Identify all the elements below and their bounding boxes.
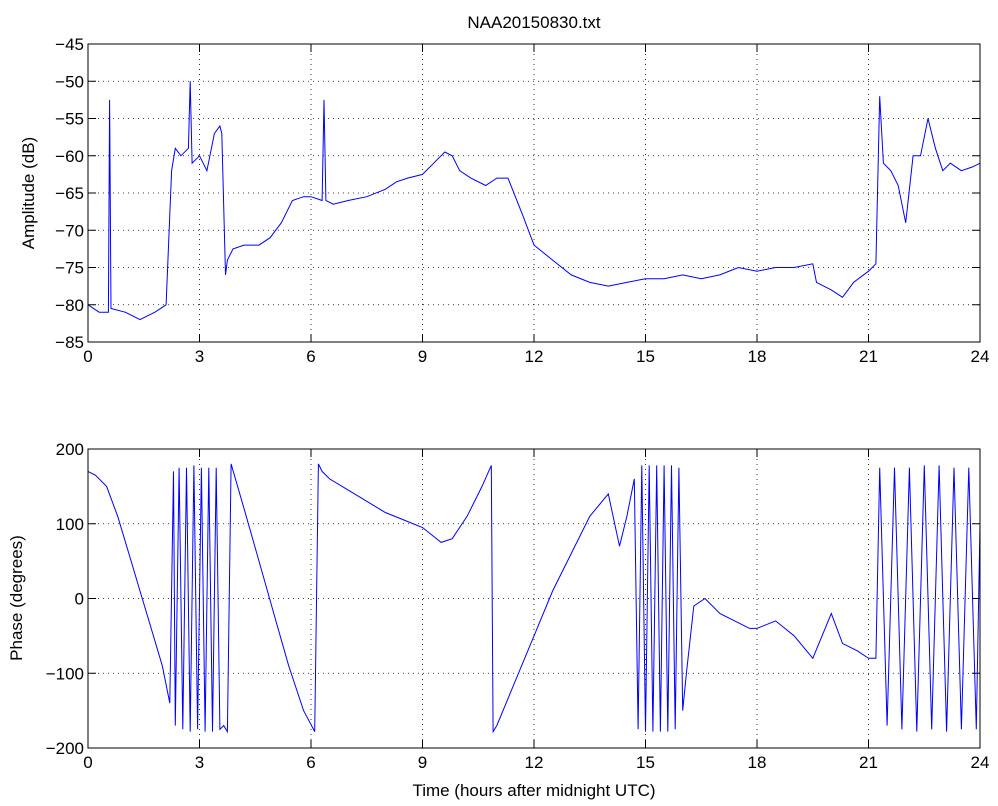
amplitude-ytick-label: −60 xyxy=(55,147,84,166)
phase-xtick-label: 3 xyxy=(195,753,204,772)
phase-series-line xyxy=(87,463,981,734)
amplitude-series-line xyxy=(87,81,981,321)
amplitude-ytick-label: −70 xyxy=(55,221,84,240)
phase-marks xyxy=(87,463,981,734)
amplitude-panel: 0 3 6 9 12 15 18 21 24 −85 −80 −75 −70 −65 −60 −55 −50 −4… xyxy=(19,13,989,366)
phase-xtick-label: 0 xyxy=(83,753,92,772)
amplitude-xtick-label: 3 xyxy=(195,347,204,366)
amplitude-ylabel: Amplitude (dB) xyxy=(19,137,38,249)
phase-xtick-label: 15 xyxy=(636,753,655,772)
phase-ytick-label: −100 xyxy=(46,664,84,683)
phase-xtick-label: 12 xyxy=(525,753,544,772)
phase-xtick-label: 24 xyxy=(971,753,990,772)
amplitude-xtick-label: 12 xyxy=(525,347,544,366)
phase-ytick-label: 100 xyxy=(56,515,84,534)
phase-ylabel: Phase (degrees) xyxy=(7,535,26,661)
phase-ytick-label: −200 xyxy=(46,739,84,758)
phase-xtick-label: 6 xyxy=(306,753,315,772)
phase-xtick-label: 9 xyxy=(418,753,427,772)
amplitude-title: NAA20150830.txt xyxy=(467,13,601,32)
amplitude-ytick-label: −50 xyxy=(55,72,84,91)
phase-xlabel: Time (hours after midnight UTC) xyxy=(412,781,655,800)
amplitude-marks xyxy=(87,81,981,321)
amplitude-ytick-label: −45 xyxy=(55,35,84,54)
phase-xtick-label: 18 xyxy=(748,753,767,772)
amplitude-ytick-label: −75 xyxy=(55,259,84,278)
phase-xtick-label: 21 xyxy=(859,753,878,772)
amplitude-xtick-label: 24 xyxy=(971,347,990,366)
phase-ticks: 0 3 6 9 12 15 18 21 24 −200 −100 0 100 200 xyxy=(46,440,990,772)
amplitude-ytick-label: −85 xyxy=(55,333,84,352)
phase-ytick-label: 200 xyxy=(56,440,84,459)
phase-panel: 0 3 6 9 12 15 18 21 24 −200 −100 0 100 200 Time (hour… xyxy=(7,440,989,800)
amplitude-xtick-label: 21 xyxy=(859,347,878,366)
amplitude-xtick-label: 15 xyxy=(636,347,655,366)
amplitude-xtick-label: 9 xyxy=(418,347,427,366)
phase-ytick-label: 0 xyxy=(75,590,84,609)
amplitude-ytick-label: −80 xyxy=(55,296,84,315)
amplitude-xtick-label: 0 xyxy=(83,347,92,366)
amplitude-ytick-label: −65 xyxy=(55,184,84,203)
amplitude-ticks: 0 3 6 9 12 15 18 21 24 −85 −80 −75 −70 −65 −60 −55 −50 −4… xyxy=(55,35,989,366)
phase-grid xyxy=(88,449,980,748)
amplitude-xtick-label: 18 xyxy=(748,347,767,366)
amplitude-ytick-label: −55 xyxy=(55,110,84,129)
amplitude-grid xyxy=(88,44,980,342)
amplitude-xtick-label: 6 xyxy=(306,347,315,366)
